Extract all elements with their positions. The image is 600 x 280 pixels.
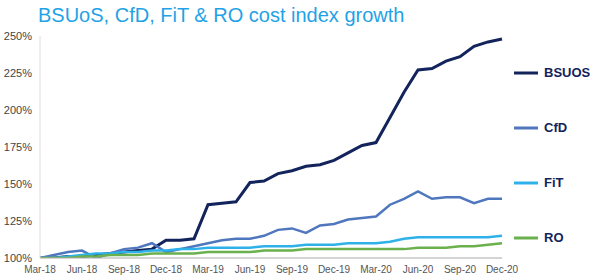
svg-text:125%: 125%: [8, 215, 32, 227]
svg-text:Jun-20: Jun-20: [403, 264, 434, 275]
html-text:CfD: CfD: [544, 120, 568, 135]
svg-text:200%: 200%: [8, 104, 32, 116]
svg-text:Sep-20: Sep-20: [444, 264, 477, 275]
svg-text:150%: 150%: [8, 178, 32, 190]
html-text:FiT: FiT: [544, 175, 564, 190]
svg-text:Sep-18: Sep-18: [108, 264, 141, 275]
svg-text:250%: 250%: [8, 30, 32, 42]
svg-text:Mar-20: Mar-20: [360, 264, 392, 275]
html-text:BSUoS, CfD, FiT & RO cost inde: BSUoS, CfD, FiT & RO cost index growth: [38, 4, 405, 26]
svg-text:175%: 175%: [8, 141, 32, 153]
svg-text:Sep-19: Sep-19: [276, 264, 309, 275]
svg-text:Mar-18: Mar-18: [24, 264, 56, 275]
svg-text:Jun-19: Jun-19: [235, 264, 266, 275]
html-text:BSUOS: BSUOS: [544, 65, 591, 80]
svg-text:225%: 225%: [8, 67, 32, 79]
svg-text:Jun-18: Jun-18: [67, 264, 98, 275]
html-text:RO: RO: [544, 230, 564, 245]
svg-text:Dec-20: Dec-20: [486, 264, 519, 275]
svg-text:Mar-19: Mar-19: [192, 264, 224, 275]
svg-text:Dec-18: Dec-18: [150, 264, 183, 275]
svg-text:100%: 100%: [8, 252, 32, 264]
svg-text:Dec-19: Dec-19: [318, 264, 351, 275]
